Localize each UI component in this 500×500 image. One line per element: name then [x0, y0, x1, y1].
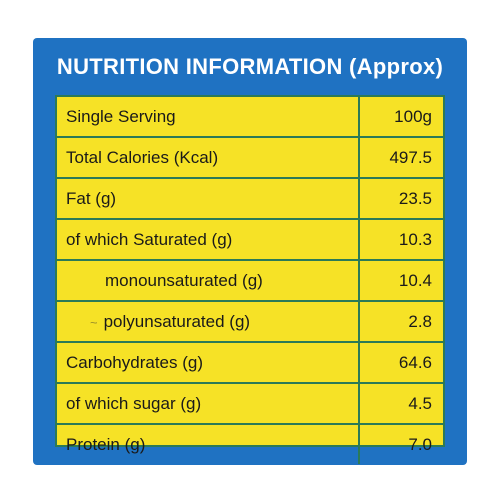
table-row: Single Serving 100g: [57, 97, 443, 138]
row-label-polyunsaturated-cell: ~ polyunsaturated (g): [57, 301, 360, 343]
table-row: Protein (g) 7.0: [57, 424, 443, 464]
table-row: Total Calories (Kcal) 497.5: [57, 137, 443, 179]
row-value-saturated: 10.3: [359, 219, 443, 261]
row-label-calories: Total Calories (Kcal): [57, 137, 360, 179]
row-label-saturated: of which Saturated (g): [57, 219, 360, 261]
nutrition-title: NUTRITION INFORMATION (Approx): [56, 53, 444, 79]
table-row: of which Saturated (g) 10.3: [57, 219, 443, 261]
row-value-carbohydrates: 64.6: [359, 342, 443, 384]
row-label-sugar: of which sugar (g): [57, 383, 360, 425]
nutrition-panel: NUTRITION INFORMATION (Approx) Single Se…: [33, 38, 467, 465]
row-value-polyunsaturated: 2.8: [359, 301, 443, 343]
row-label-protein: Protein (g): [57, 424, 360, 464]
table-row: of which sugar (g) 4.5: [57, 383, 443, 425]
row-value-serving: 100g: [359, 97, 443, 138]
dash-mark-icon: ~: [90, 314, 98, 330]
row-label-fat: Fat (g): [57, 178, 360, 220]
row-label-carbohydrates: Carbohydrates (g): [57, 342, 360, 384]
row-value-sugar: 4.5: [359, 383, 443, 425]
row-label-serving: Single Serving: [57, 97, 360, 138]
table-row: monounsaturated (g) 10.4: [57, 260, 443, 302]
table-row: Fat (g) 23.5: [57, 178, 443, 220]
table-row: ~ polyunsaturated (g) 2.8: [57, 301, 443, 343]
row-label-monounsaturated: monounsaturated (g): [57, 260, 360, 302]
row-label-polyunsaturated: polyunsaturated (g): [103, 311, 251, 331]
nutrition-table: Single Serving 100g Total Calories (Kcal…: [55, 95, 445, 464]
row-value-monounsaturated: 10.4: [359, 260, 443, 302]
row-value-protein: 7.0: [408, 434, 432, 454]
row-value-fat: 23.5: [359, 178, 443, 220]
row-value-calories: 497.5: [359, 137, 443, 179]
table-row: Carbohydrates (g) 64.6: [57, 342, 443, 384]
